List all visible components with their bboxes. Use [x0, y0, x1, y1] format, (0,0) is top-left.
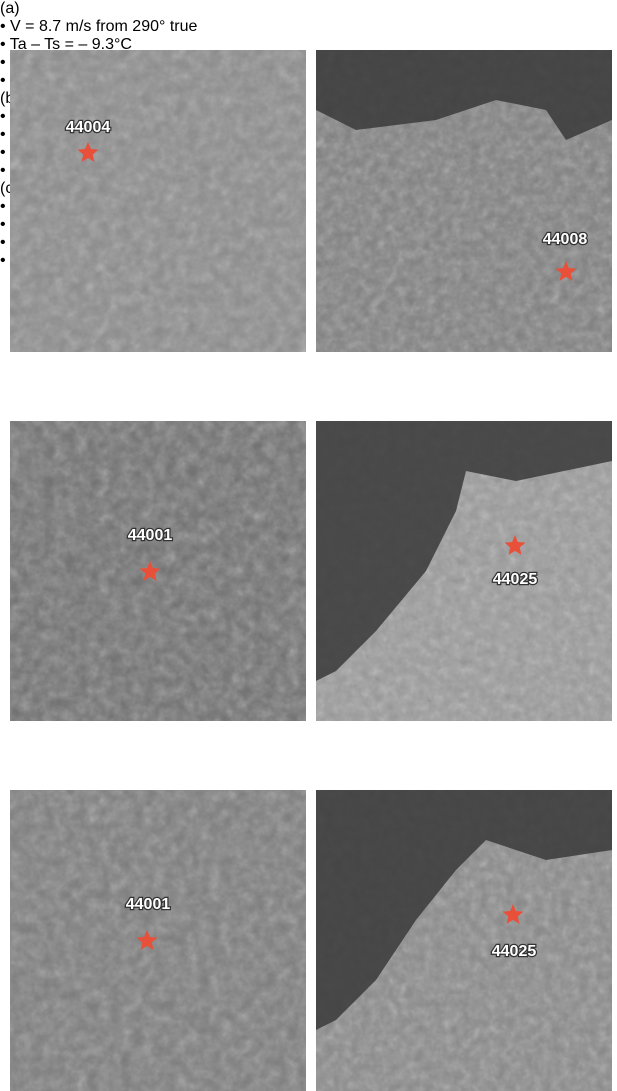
image-texture — [10, 421, 306, 721]
buoy-label: 44001 — [128, 527, 173, 544]
sar-image: 44004 — [10, 50, 306, 352]
image-texture — [10, 790, 306, 1091]
caption-text: • — [0, 108, 10, 125]
caption-text: • — [0, 18, 10, 35]
buoy-label: 44004 — [66, 119, 111, 136]
caption-text: V — [10, 18, 21, 35]
caption-text: • — [0, 162, 10, 179]
caption-text: • — [0, 234, 10, 251]
sar-image: 44025 — [316, 790, 612, 1091]
caption-line: • V = 8.7 m/s from 290° true — [0, 18, 617, 36]
image-texture — [10, 50, 306, 352]
caption-text: • — [0, 72, 10, 89]
caption-text: • — [0, 126, 10, 143]
caption: • V = 8.7 m/s from 290° true• Ta – Ts = … — [0, 18, 617, 54]
buoy-label: 44025 — [493, 571, 538, 588]
panel-label: (a) — [0, 0, 617, 18]
buoy-label: 44025 — [492, 943, 537, 960]
sar-image: 44001 — [10, 790, 306, 1091]
buoy-label: 44001 — [126, 896, 171, 913]
caption-text: • — [0, 198, 10, 215]
figure: (a)• V = 8.7 m/s from 290° true• Ta – Ts… — [0, 0, 617, 1091]
sar-image: 44008 — [316, 50, 612, 352]
caption-text: • — [0, 36, 10, 53]
caption-text: • — [0, 252, 10, 269]
caption-text: = 8.7 m/s from 290° true — [21, 18, 198, 35]
buoy-label: 44008 — [543, 231, 588, 248]
sar-image: 44001 — [10, 421, 306, 721]
caption-text: • — [0, 144, 10, 161]
caption-text: • — [0, 54, 10, 71]
caption-text: • — [0, 216, 10, 233]
sar-image: 44025 — [316, 421, 612, 721]
